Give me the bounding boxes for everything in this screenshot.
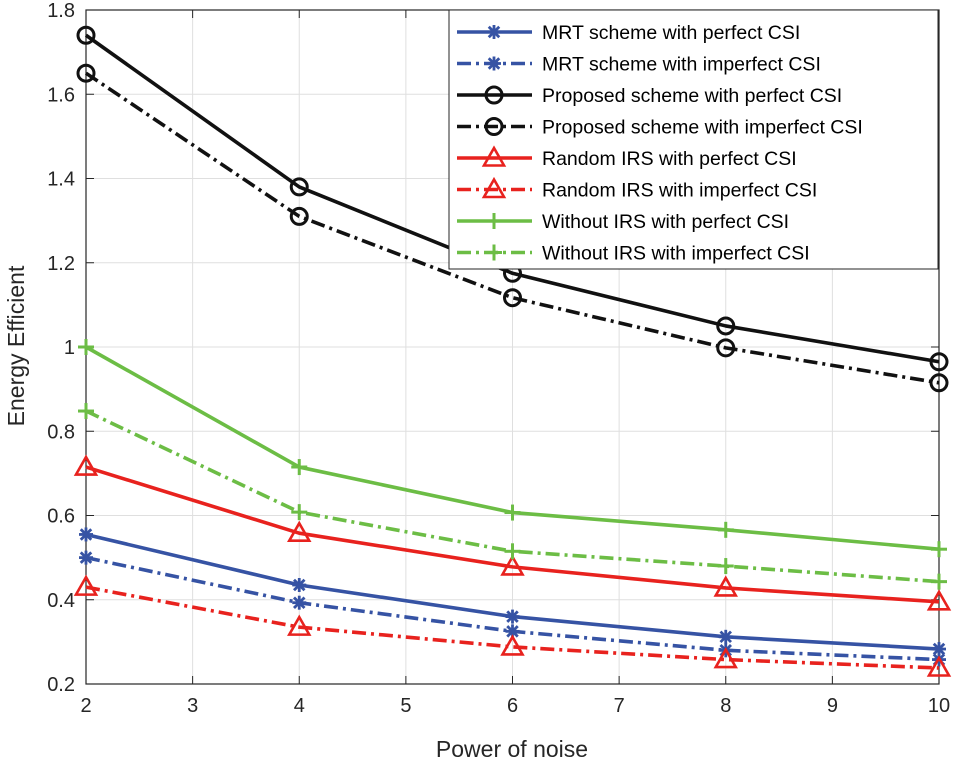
x-tick-label: 3 xyxy=(187,695,198,717)
legend-box xyxy=(448,9,939,270)
data-point xyxy=(929,373,949,393)
data-point xyxy=(926,655,952,677)
data-point xyxy=(289,206,309,226)
legend-label: Random IRS with perfect CSI xyxy=(542,148,797,170)
data-point xyxy=(76,63,96,83)
legend-label: Random IRS with imperfect CSI xyxy=(542,180,817,202)
x-tick-label: 2 xyxy=(80,695,91,717)
data-point xyxy=(78,403,94,420)
data-point xyxy=(717,521,734,538)
x-tick-label: 8 xyxy=(720,695,731,717)
data-point xyxy=(500,634,525,656)
legend-marker xyxy=(484,85,504,105)
y-tick-label: 0.4 xyxy=(47,590,75,612)
data-point xyxy=(931,573,947,590)
legend-entry: Proposed scheme with perfect CSI xyxy=(457,85,842,107)
legend-label: Without IRS with imperfect CSI xyxy=(542,243,810,265)
legend-label: MRT scheme with imperfect CSI xyxy=(542,54,821,76)
series-8 xyxy=(78,403,947,590)
data-point xyxy=(713,646,738,669)
legend-marker xyxy=(481,176,507,199)
x-tick-label: 9 xyxy=(827,695,838,717)
legend-marker xyxy=(484,117,504,136)
data-point xyxy=(289,177,309,197)
y-axis-label: Energy Efficient xyxy=(3,265,29,426)
data-point xyxy=(713,575,738,597)
legend-label: MRT scheme with perfect CSI xyxy=(542,22,800,44)
data-point xyxy=(79,527,93,542)
legend-entry: MRT scheme with perfect CSI xyxy=(457,22,800,44)
data-point xyxy=(929,352,949,372)
data-point xyxy=(718,629,733,644)
series-line xyxy=(85,465,940,604)
y-tick-label: 0.2 xyxy=(47,674,75,696)
x-tick-label: 7 xyxy=(614,695,625,717)
data-point xyxy=(287,520,312,542)
data-point xyxy=(73,454,99,476)
data-point xyxy=(291,459,308,476)
y-tick-label: 1.4 xyxy=(47,169,75,191)
data-point xyxy=(717,558,734,575)
data-point xyxy=(505,624,520,639)
data-point xyxy=(500,554,525,576)
data-series xyxy=(73,25,952,677)
x-tick-label: 5 xyxy=(400,695,411,717)
series-5 xyxy=(73,454,952,611)
data-point xyxy=(292,578,307,593)
series-6 xyxy=(73,574,952,677)
legend-entry: Without IRS with perfect CSI xyxy=(457,211,789,233)
data-point xyxy=(78,339,94,355)
legend-entry: Without IRS with imperfect CSI xyxy=(457,243,810,265)
legend-label: Proposed scheme with perfect CSI xyxy=(542,85,842,107)
x-tick-label: 4 xyxy=(294,695,305,717)
data-point xyxy=(76,25,96,45)
series-4 xyxy=(76,63,949,393)
data-point xyxy=(503,288,522,308)
series-3 xyxy=(76,25,949,372)
legend-entry: Random IRS with imperfect CSI xyxy=(457,176,817,202)
series-line xyxy=(84,71,940,385)
x-tick-label: 6 xyxy=(507,695,518,717)
data-point xyxy=(931,541,947,558)
legend-marker xyxy=(486,244,502,261)
data-point xyxy=(504,543,521,560)
legend-entry: Proposed scheme with imperfect CSI xyxy=(457,117,863,139)
data-point xyxy=(716,316,736,336)
legend-entry: MRT scheme with imperfect CSI xyxy=(457,54,821,76)
legend-marker xyxy=(487,56,501,71)
y-tick-label: 1.6 xyxy=(47,84,75,106)
data-point xyxy=(504,504,521,521)
series-1 xyxy=(79,527,946,657)
series-line xyxy=(84,33,940,364)
legend-entry: Random IRS with perfect CSI xyxy=(457,145,797,170)
y-tick-label: 0.8 xyxy=(47,421,75,443)
data-point xyxy=(292,595,307,610)
legend-label: Without IRS with perfect CSI xyxy=(542,211,789,233)
series-line xyxy=(85,585,940,670)
data-point xyxy=(287,614,312,636)
legend: MRT scheme with perfect CSI MRT scheme wi… xyxy=(448,9,939,270)
y-tick-label: 1.2 xyxy=(47,253,75,275)
x-axis-label: Power of noise xyxy=(436,736,588,762)
data-point xyxy=(79,550,93,565)
legend-marker xyxy=(487,25,501,39)
data-point xyxy=(926,589,952,611)
data-point xyxy=(716,338,736,358)
y-tick-label: 1 xyxy=(64,337,75,359)
x-tick-label: 10 xyxy=(928,695,950,717)
data-point xyxy=(291,504,308,521)
y-tick-label: 0.6 xyxy=(47,506,75,528)
series-7 xyxy=(78,339,947,558)
legend-marker xyxy=(481,145,507,167)
y-tick-label: 1.8 xyxy=(47,0,75,22)
data-point xyxy=(505,609,520,624)
legend-marker xyxy=(486,213,502,229)
legend-label: Proposed scheme with imperfect CSI xyxy=(542,117,863,139)
data-point xyxy=(73,574,99,596)
